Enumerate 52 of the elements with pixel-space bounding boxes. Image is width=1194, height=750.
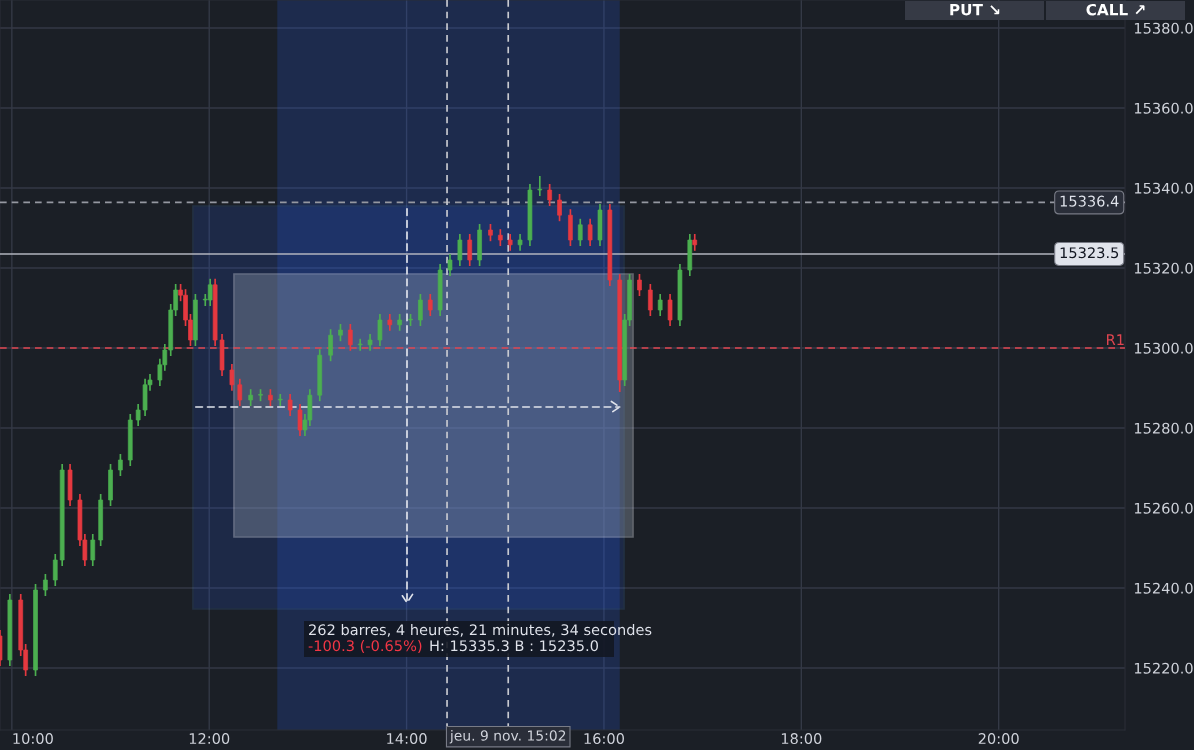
candlestick [90,533,96,567]
y-tick-label: 15340.0 [1134,182,1193,194]
candlestick [43,573,48,597]
candlestick [297,403,303,437]
ref-line-label: R1 [1107,334,1124,345]
candlestick [657,293,663,317]
candlestick [467,233,473,267]
y-tick-label: 15260.0 [1134,502,1193,514]
x-tick-label: 18:00 [781,733,822,745]
candlestick [537,175,543,197]
candlestick [557,193,562,223]
ref-line-label: 15336.4 [1060,195,1119,207]
annotation: CALL ↗ [1086,3,1145,16]
candlestick [52,553,58,587]
x-tick-label: 16:00 [584,733,624,745]
candlestick [447,253,453,277]
candlestick [357,337,363,352]
y-tick-label: 15220.0 [1134,662,1193,674]
y-tick-label: 15320.0 [1134,262,1193,274]
annotation: PUT ↘ [950,4,1000,16]
y-tick-label: 15360.0 [1134,102,1193,114]
candlestick [237,377,243,407]
candlestick [207,277,213,307]
candlestick [377,313,383,347]
x-tick-label: 12:00 [189,733,230,745]
annotation: H: 15335.3 B : 15235.0 [430,640,598,652]
candlestick [287,393,293,417]
candlestick [577,217,583,247]
candlestick [277,393,283,407]
candlestick [667,293,673,327]
candlestick [587,217,593,247]
ref-line-label: jeu. 9 nov. 15:02 [449,730,566,744]
annotation: -100.3 (-0.65%) [308,639,422,653]
candlestick [427,293,433,317]
y-tick-label: 15300.0 [1134,342,1193,354]
candlestick [118,453,123,477]
candlestick [348,323,353,352]
x-tick-label: 14:00 [387,733,427,745]
x-tick-label: 20:00 [978,733,1019,745]
annotation: 262 barres, 4 heures, 21 minutes, 34 secondes [309,623,652,637]
candlestick [418,293,423,327]
x-tick-label: 10:00 [13,733,53,745]
candlestick [547,183,552,207]
y-tick-label: 15380.0 [1134,22,1193,34]
candlestick [229,363,235,392]
ref-line-label: 15323.5 [1060,247,1119,259]
candlestick [457,233,463,267]
y-tick-label: 15280.0 [1134,422,1193,434]
candlestick [637,273,642,297]
y-tick-label: 15240.0 [1134,582,1193,594]
candlestick [328,328,333,363]
candlestick [648,283,653,317]
